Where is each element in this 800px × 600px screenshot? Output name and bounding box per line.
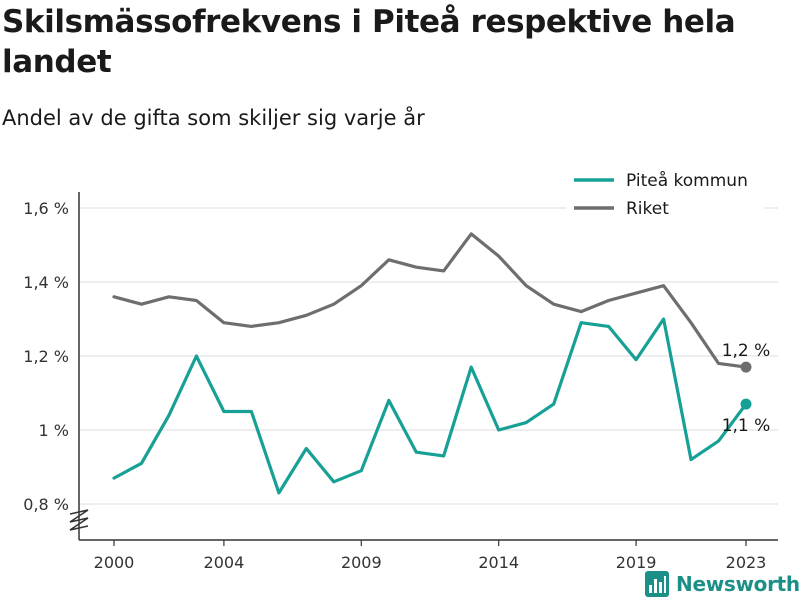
series-end-point <box>740 361 752 373</box>
legend-label: Riket <box>626 199 669 219</box>
axis-break-icon <box>69 509 89 531</box>
series-end-label: 1,1 % <box>722 416 771 436</box>
legend-label: Piteå kommun <box>626 170 748 191</box>
y-tick-label: 0,8 % <box>23 495 69 514</box>
series-end-label: 1,2 % <box>722 341 771 361</box>
brand-logo: Newsworthy <box>644 568 800 600</box>
bar-chart-logo-icon <box>645 571 669 597</box>
x-tick-label: 2019 <box>616 553 657 572</box>
x-tick-label: 2023 <box>726 553 767 572</box>
legend: Piteå kommun Riket <box>566 166 764 219</box>
y-tick-label: 1 % <box>39 421 69 440</box>
x-tick-label: 2000 <box>94 553 135 572</box>
chart-subtitle: Andel av de gifta som skiljer sig varje … <box>2 106 425 130</box>
series-line-pitea <box>112 317 748 495</box>
y-tick-label: 1,2 % <box>23 347 69 366</box>
x-tick-label: 2004 <box>204 553 245 572</box>
brand-name: Newsworthy <box>676 572 800 596</box>
x-tick-labels: 2000 2004 2009 2014 2019 2023 <box>94 540 767 572</box>
axes <box>69 192 778 541</box>
end-labels: 1,1 % 1,2 % <box>722 341 771 436</box>
y-tick-label: 1,6 % <box>23 199 69 218</box>
gridlines <box>79 207 778 505</box>
series-end-point <box>740 398 752 410</box>
y-tick-label: 1,4 % <box>23 273 69 292</box>
series-lines <box>112 232 752 495</box>
x-tick-label: 2009 <box>341 553 382 572</box>
series-line-riket <box>112 232 748 369</box>
x-tick-label: 2014 <box>478 553 519 572</box>
y-tick-labels: 0,8 % 1 % 1,2 % 1,4 % 1,6 % <box>23 199 69 514</box>
chart-title: Skilsmässofrekvens i Piteå respektive he… <box>2 4 736 80</box>
